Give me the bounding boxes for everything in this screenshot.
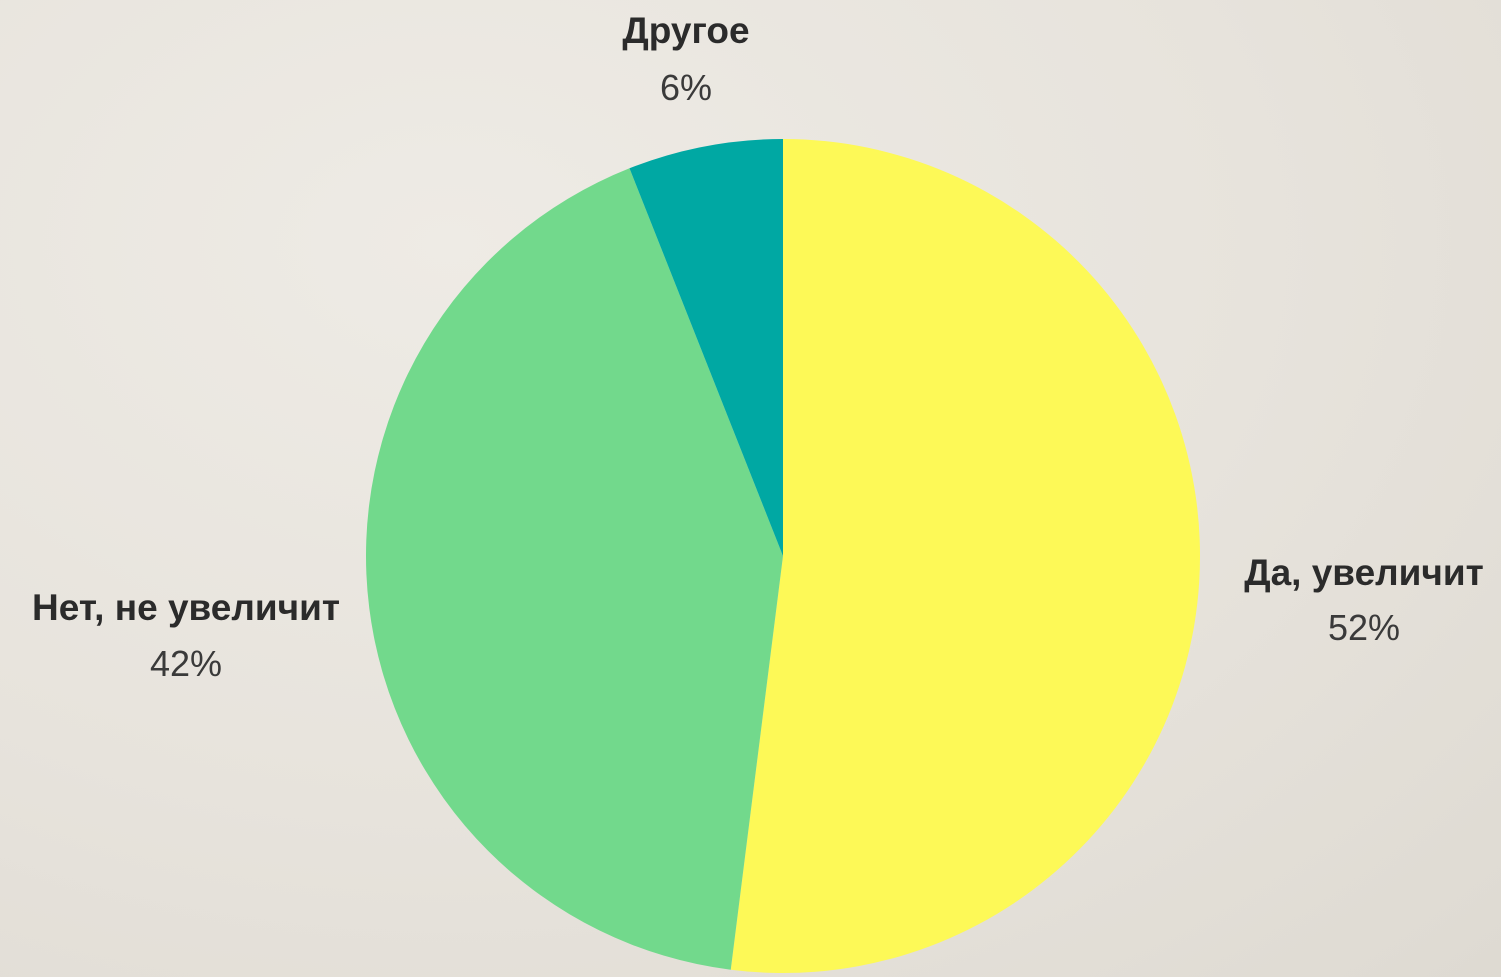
slice-label-other: Другое (622, 10, 749, 51)
slice-value-other: 6% (660, 67, 712, 108)
slice-label-yes: Да, увеличит (1244, 552, 1484, 593)
label-group-yes: Да, увеличит 52% (1244, 552, 1484, 648)
label-group-other: Другое 6% (622, 10, 749, 108)
pie-slice-no (365, 168, 783, 970)
pie-slice-other (629, 139, 783, 556)
slice-label-no: Нет, не увеличит (32, 587, 340, 628)
pie-slice-yes (730, 139, 1201, 974)
label-group-no: Нет, не увеличит 42% (32, 587, 340, 684)
slice-value-yes: 52% (1328, 607, 1400, 648)
slice-value-no: 42% (150, 643, 222, 684)
pie-slices (365, 139, 1201, 974)
